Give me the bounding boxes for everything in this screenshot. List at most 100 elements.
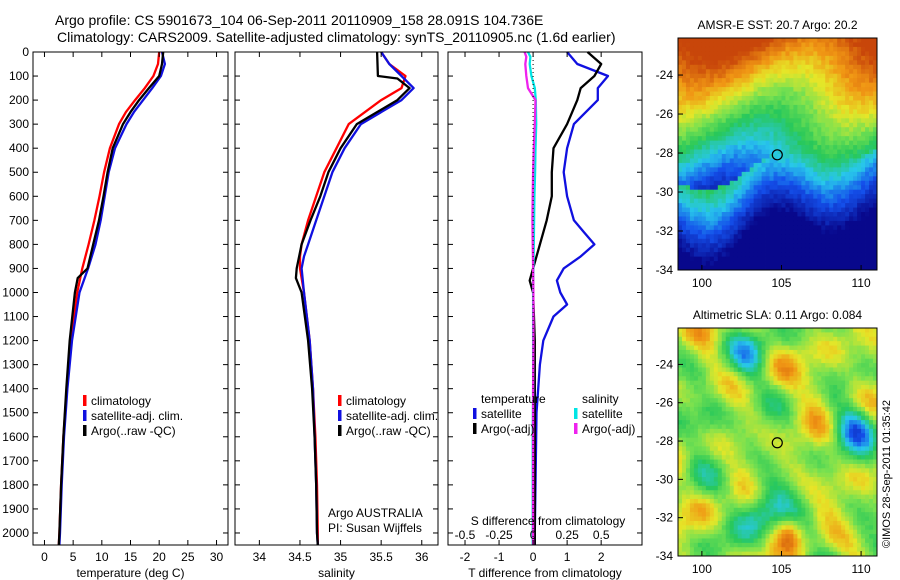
map-cell [689, 229, 695, 235]
map-cell [689, 154, 695, 159]
map-cell [841, 176, 846, 182]
map-cell [713, 336, 719, 342]
map-cell [817, 140, 822, 146]
map-cell [689, 69, 695, 75]
map-cell [809, 225, 814, 231]
map-cell [865, 136, 870, 142]
map-cell [685, 104, 691, 110]
map-cell [813, 376, 818, 382]
map-cell [793, 87, 798, 92]
map-cell [825, 367, 830, 373]
map-cell [681, 220, 687, 226]
map-cell [801, 459, 806, 465]
map-cell [721, 341, 727, 346]
map-cell [773, 216, 778, 222]
map-cell [829, 158, 834, 164]
map-cell [793, 503, 798, 509]
map-cell [829, 538, 834, 544]
map-cell [801, 463, 806, 469]
map-cell [709, 459, 715, 465]
map-cell [841, 162, 846, 168]
map-cell [721, 534, 727, 539]
x-tick-label: 35 [334, 550, 348, 564]
map-cell [733, 140, 739, 146]
map-cell [753, 127, 758, 133]
map-cell [685, 363, 691, 368]
map-cell [705, 60, 711, 66]
map-cell [725, 446, 731, 452]
map-cell [757, 225, 762, 231]
map-cell [809, 534, 814, 539]
map-cell [833, 472, 838, 478]
map-cell [797, 542, 802, 548]
map-cell [869, 162, 874, 168]
map-cell [678, 468, 683, 474]
map-cell [837, 118, 842, 124]
map-cell [773, 507, 778, 513]
map-cell [853, 140, 858, 146]
map-cell [697, 406, 703, 412]
map-cell [821, 145, 826, 150]
map-cell [769, 100, 774, 106]
map-cell [729, 127, 735, 133]
map-cell [749, 51, 755, 57]
map-cell [725, 113, 731, 119]
map-cell [733, 185, 739, 191]
map-cell [789, 189, 794, 195]
map-cell [737, 46, 743, 52]
map-cell [701, 87, 707, 92]
map-cell [733, 542, 739, 548]
map-cell [721, 91, 727, 97]
map-cell [861, 261, 866, 266]
map-cell [745, 136, 751, 142]
map-cell [833, 176, 838, 182]
map-cell [701, 247, 707, 253]
map-cell [753, 503, 758, 509]
map-cell [678, 51, 683, 57]
map-cell [729, 477, 735, 482]
map-cell [681, 118, 687, 124]
map-cell [737, 341, 743, 346]
map-cell [697, 336, 703, 342]
map-cell [761, 472, 766, 478]
map-cell [853, 46, 858, 52]
map-cell [721, 376, 727, 382]
map-cell [781, 428, 786, 434]
map-cell [713, 42, 719, 48]
map-cell [833, 529, 838, 535]
map-cell [737, 194, 743, 200]
map-cell [769, 516, 774, 522]
map-cell [761, 167, 766, 173]
map-cell [765, 203, 770, 208]
map-cell [725, 402, 731, 408]
map-cell [773, 481, 778, 487]
map-cell [713, 140, 719, 146]
map-cell [705, 503, 711, 509]
map-cell [849, 96, 854, 101]
map-cell [753, 481, 758, 487]
map-cell [797, 547, 802, 553]
map-cell [777, 69, 782, 75]
map-cell [793, 424, 798, 430]
map-cell [753, 185, 758, 191]
map-cell [685, 252, 691, 258]
map-cell [869, 100, 874, 106]
top-tick-label: -0.25 [485, 528, 513, 542]
map-cell [837, 415, 842, 421]
map-cell [865, 73, 870, 79]
map-cell [761, 455, 766, 460]
map-cell [729, 104, 735, 110]
map-cell [777, 547, 782, 553]
map-cell [829, 490, 834, 496]
map-cell [713, 393, 719, 399]
map-cell [829, 38, 834, 43]
map-cell [678, 428, 683, 434]
map-cell [869, 234, 874, 240]
map-cell [769, 332, 774, 338]
map-cell [757, 154, 762, 159]
map-cell [833, 118, 838, 124]
map-cell [741, 376, 747, 382]
map-cell [825, 122, 830, 128]
map-cell [737, 358, 743, 364]
map-cell [813, 442, 818, 447]
